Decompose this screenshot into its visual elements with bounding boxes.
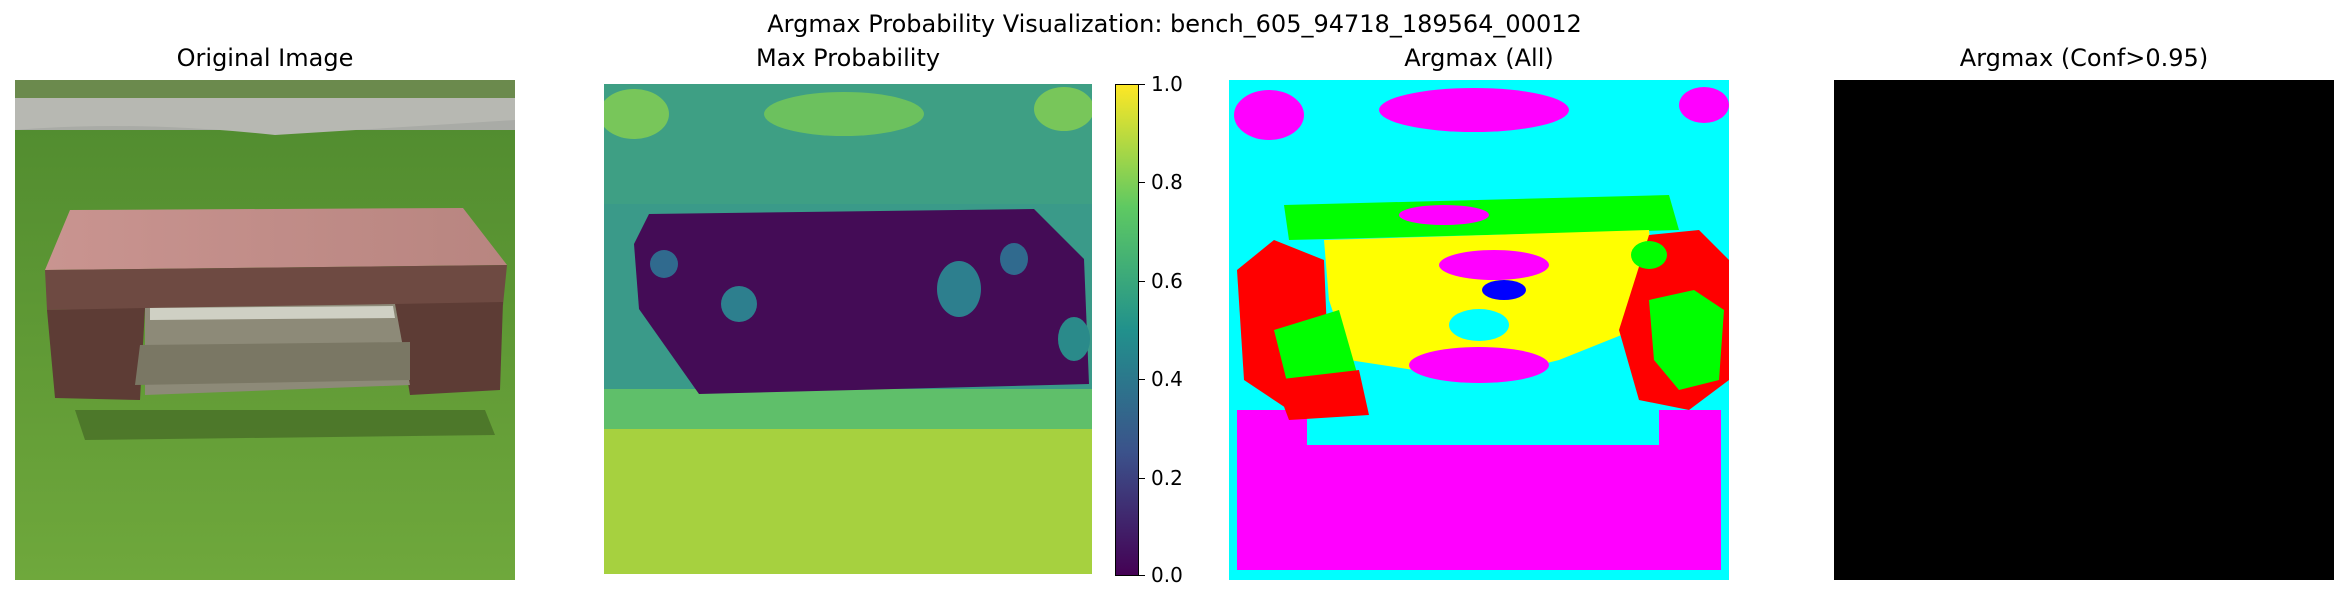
colorbar-tick-mark <box>1139 84 1145 85</box>
colorbar-tick-mark <box>1139 379 1145 381</box>
colorbar-tick-label: 0.4 <box>1151 367 1183 392</box>
colorbar-tick-label: 0.8 <box>1151 170 1183 195</box>
panel-title-max-probability: Max Probability <box>755 44 941 72</box>
colorbar-tick-label: 0.0 <box>1151 563 1183 587</box>
argmax-conf-map <box>1834 80 2334 580</box>
original-image <box>15 80 515 580</box>
colorbar-tick-mark <box>1139 477 1145 479</box>
colorbar-axis: 0.0 0.2 0.4 0.6 0.8 1.0 <box>1139 72 1199 587</box>
colorbar-tick-mark <box>1139 182 1145 184</box>
colorbar-tick-mark <box>1139 280 1145 282</box>
colorbar <box>1115 84 1139 576</box>
figure-suptitle: Argmax Probability Visualization: bench_… <box>767 10 1582 38</box>
colorbar-tick-label: 1.0 <box>1151 72 1183 96</box>
colorbar-tick-label: 0.6 <box>1151 268 1183 293</box>
colorbar-tick-label: 0.2 <box>1151 465 1183 490</box>
panel-title-original: Original Image <box>176 44 354 72</box>
argmax-all-map <box>1229 80 1729 580</box>
colorbar-tick-mark <box>1139 575 1145 576</box>
panel-title-argmax-conf: Argmax (Conf>0.95) <box>1959 44 2209 72</box>
panel-title-argmax-all: Argmax (All) <box>1404 44 1554 72</box>
max-probability-heatmap <box>604 84 1092 574</box>
